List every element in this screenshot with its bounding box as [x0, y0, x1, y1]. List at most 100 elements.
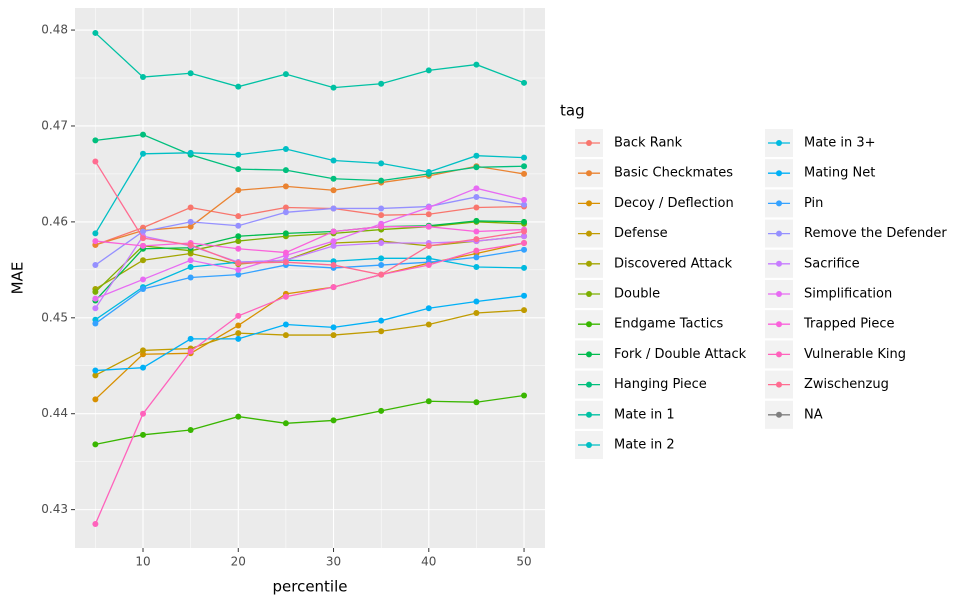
legend-label: Hanging Piece: [614, 377, 707, 392]
y-tick-label: 0.48: [41, 23, 68, 37]
point: [521, 392, 528, 399]
point: [92, 137, 99, 144]
point: [378, 328, 385, 335]
legend-point: [776, 351, 782, 358]
point: [473, 310, 480, 317]
series-line: [95, 257, 525, 321]
point: [425, 242, 432, 249]
point: [378, 271, 385, 278]
point: [187, 427, 194, 434]
point: [140, 431, 147, 438]
point: [187, 241, 194, 248]
series-line: [95, 295, 525, 372]
series-line: [95, 205, 525, 246]
y-tick-label: 0.46: [41, 214, 68, 228]
legend-label: Endgame Tactics: [614, 317, 723, 332]
series-line: [94, 242, 525, 525]
point: [187, 257, 194, 264]
legend-point: [586, 442, 592, 448]
point: [92, 320, 99, 327]
point: [235, 271, 242, 278]
point: [92, 396, 99, 403]
point: [330, 238, 337, 245]
point: [92, 521, 99, 528]
series-line: [95, 394, 525, 446]
point: [282, 249, 289, 256]
legend-label: NA: [804, 407, 823, 422]
point: [92, 372, 99, 379]
point: [378, 262, 385, 269]
point: [235, 312, 242, 319]
point: [425, 262, 432, 269]
series-line: [94, 161, 525, 276]
point: [521, 196, 528, 203]
series-line: [95, 309, 525, 376]
legend-point: [586, 260, 592, 267]
point: [235, 83, 242, 90]
point: [140, 410, 147, 417]
series-line: [94, 220, 525, 301]
point: [378, 80, 385, 87]
point: [425, 211, 432, 218]
point: [378, 160, 385, 167]
point: [521, 218, 528, 225]
point: [282, 321, 289, 328]
point: [473, 164, 480, 171]
point: [187, 223, 194, 230]
point: [378, 205, 385, 212]
legend-point: [586, 170, 592, 177]
point: [140, 74, 147, 81]
point: [521, 201, 528, 208]
point: [235, 187, 242, 194]
point: [378, 212, 385, 219]
point: [92, 238, 99, 245]
legend-label: Mate in 3+: [804, 136, 876, 151]
point: [235, 260, 242, 267]
point: [330, 187, 337, 194]
point: [140, 276, 147, 283]
legend-point: [776, 230, 782, 237]
point: [473, 298, 480, 305]
point: [473, 254, 480, 261]
point: [282, 259, 289, 266]
point: [330, 175, 337, 182]
series-line: [95, 187, 525, 300]
series-line: [94, 148, 525, 234]
point: [425, 204, 432, 211]
point: [473, 247, 480, 254]
legend-point: [776, 381, 782, 388]
legend-point: [776, 140, 782, 146]
point: [140, 150, 147, 157]
point: [92, 230, 99, 237]
point: [473, 152, 480, 159]
point: [92, 367, 99, 374]
point: [140, 131, 147, 138]
point: [330, 228, 337, 235]
point: [330, 324, 337, 331]
legend-label: Pin: [804, 196, 823, 211]
point: [330, 332, 337, 339]
point: [92, 295, 99, 302]
point: [521, 228, 528, 235]
point: [378, 407, 385, 414]
point: [378, 317, 385, 324]
legend-point: [586, 291, 592, 297]
point: [521, 307, 528, 314]
point: [92, 441, 99, 448]
point: [235, 335, 242, 342]
series-line: [95, 249, 525, 325]
point: [187, 263, 194, 270]
point: [282, 167, 289, 174]
point: [235, 330, 242, 337]
legend-label: Zwischenzug: [804, 377, 889, 392]
series-line: [95, 226, 525, 254]
x-tick-label: 30: [326, 555, 341, 569]
legend-point: [586, 381, 592, 388]
point: [425, 321, 432, 328]
point: [473, 263, 480, 270]
point: [473, 236, 480, 243]
point: [378, 223, 385, 230]
point: [282, 209, 289, 216]
point: [521, 292, 528, 299]
